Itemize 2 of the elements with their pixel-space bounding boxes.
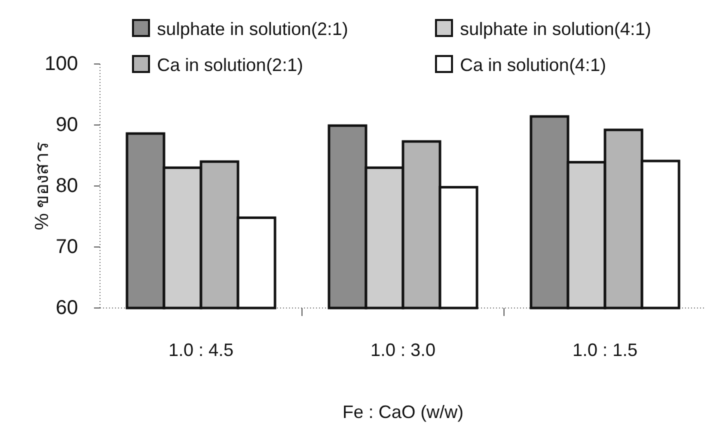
xlabel: Fe : CaO (w/w) bbox=[342, 402, 464, 422]
ylabel: % ของสาร bbox=[32, 142, 53, 230]
